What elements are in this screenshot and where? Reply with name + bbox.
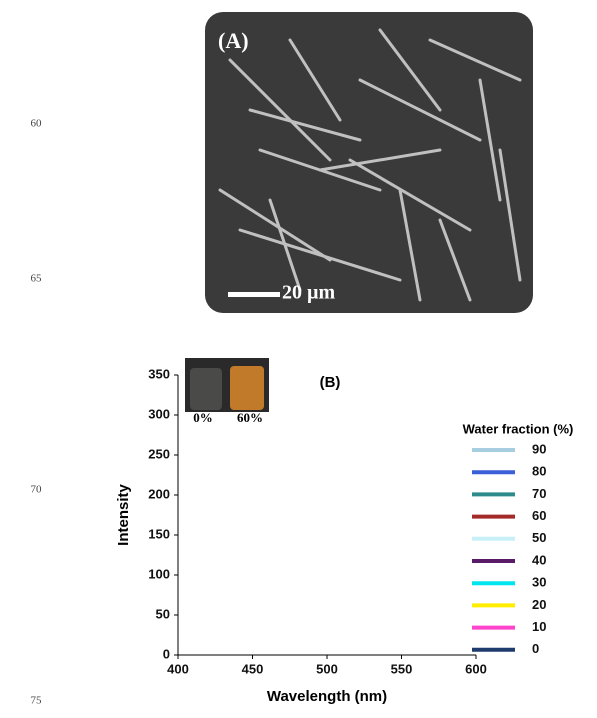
legend-label: 10 <box>532 619 546 634</box>
x-tick-label: 550 <box>391 661 413 676</box>
panel-label: (A) <box>218 28 249 53</box>
legend-label: 60 <box>532 508 546 523</box>
line-number: 65 <box>31 273 43 285</box>
y-axis-label: Intensity <box>115 484 132 546</box>
x-tick-label: 600 <box>465 661 487 676</box>
x-tick-label: 500 <box>316 661 338 676</box>
figure: 60 65 70 75 (A) 20 µm 0% 60% (B) Wavelen… <box>0 0 597 713</box>
x-tick-label: 450 <box>242 661 264 676</box>
inset-photo <box>185 358 269 412</box>
inset-label: 60% <box>237 410 263 425</box>
legend-label: 80 <box>532 464 546 479</box>
legend-label: 70 <box>532 486 546 501</box>
scale-bar-label: 20 µm <box>282 282 336 304</box>
page: {"line_numbers": ["60", "65", "70", "75"… <box>0 0 597 713</box>
line-number: 75 <box>31 695 43 707</box>
legend-label: 40 <box>532 552 546 567</box>
y-tick-label: 150 <box>148 526 170 541</box>
legend-label: 90 <box>532 441 546 456</box>
x-axis-label: Wavelength (nm) <box>267 688 387 705</box>
legend-label: 0 <box>532 641 539 656</box>
y-tick-label: 100 <box>148 566 170 581</box>
y-tick-label: 250 <box>148 446 170 461</box>
legend-title: Water fraction (%) <box>463 421 574 436</box>
chart-title: (B) <box>320 374 341 391</box>
legend-label: 20 <box>532 597 546 612</box>
y-tick-label: 300 <box>148 406 170 421</box>
line-number: 60 <box>31 118 43 130</box>
y-tick-label: 350 <box>148 366 170 381</box>
sem-image <box>205 12 533 313</box>
y-tick-label: 50 <box>156 606 170 621</box>
legend-label: 30 <box>532 575 546 590</box>
x-tick-label: 400 <box>167 661 189 676</box>
legend-label: 50 <box>532 530 546 545</box>
y-tick-label: 200 <box>148 486 170 501</box>
y-tick-label: 0 <box>163 646 170 661</box>
inset-label: 0% <box>193 410 213 425</box>
line-number: 70 <box>31 484 43 496</box>
